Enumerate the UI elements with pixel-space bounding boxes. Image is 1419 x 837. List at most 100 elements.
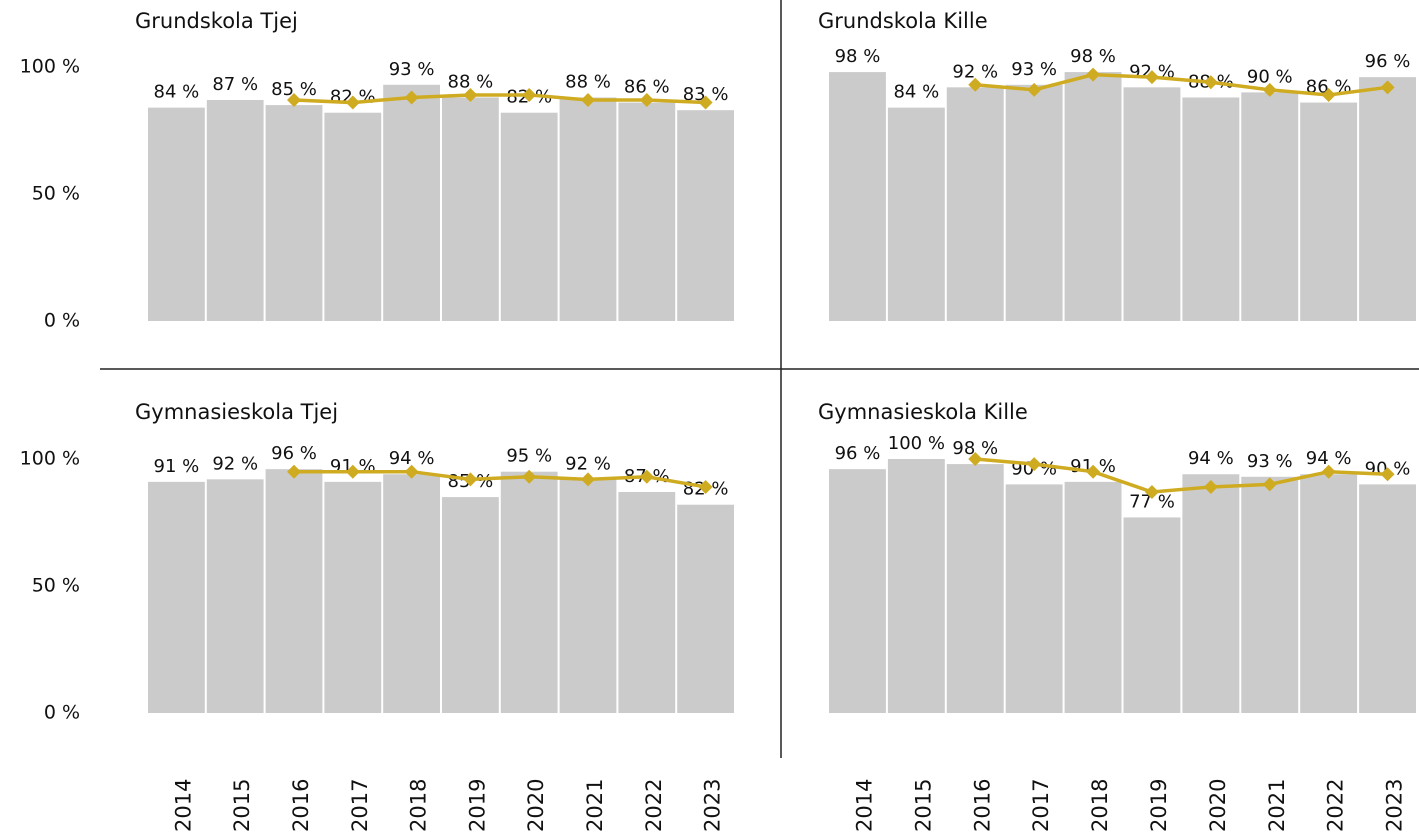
value-label: 92 %	[565, 453, 611, 474]
line-marker	[698, 479, 713, 494]
bar	[206, 100, 264, 322]
line-marker	[345, 464, 360, 479]
value-label: 93 %	[389, 59, 435, 80]
line-marker	[581, 472, 595, 487]
y-tick-label: 100 %	[20, 56, 80, 78]
line-marker	[1027, 457, 1042, 472]
x-tick-label: 2015	[230, 779, 254, 832]
x-tick-label: 2018	[1088, 779, 1112, 832]
panel-title: Gymnasieskola Tjej	[135, 400, 338, 424]
line	[293, 93, 706, 105]
line-marker	[345, 95, 360, 110]
line-marker	[463, 472, 478, 487]
value-label: 87 %	[212, 74, 258, 95]
value-label: 88 %	[448, 71, 494, 92]
bar	[618, 102, 676, 321]
bar	[1064, 72, 1122, 321]
value-label: 86 %	[624, 77, 670, 98]
x-tick-label: 2022	[642, 779, 666, 832]
line-marker	[287, 464, 301, 479]
x-tick-label: 2017	[1029, 779, 1053, 832]
line-marker	[522, 87, 537, 102]
x-tick-label: 2015	[911, 779, 935, 832]
bar	[1182, 474, 1240, 713]
x-tick-label: 2014	[852, 779, 876, 832]
value-label: 98 %	[835, 46, 881, 67]
bar	[500, 471, 558, 713]
value-label: 83 %	[683, 84, 729, 105]
y-tick-label: 50 %	[32, 575, 80, 597]
value-label: 92 %	[952, 61, 998, 82]
value-label: 96 %	[271, 443, 317, 464]
bar	[946, 87, 1004, 321]
bar	[887, 459, 945, 713]
line-marker	[581, 93, 595, 108]
bar	[442, 97, 499, 321]
line-marker	[1086, 464, 1101, 479]
bar	[829, 469, 886, 713]
bar	[1064, 481, 1122, 713]
bar	[559, 479, 617, 713]
value-label: 91 %	[154, 456, 200, 477]
line-marker	[463, 87, 478, 102]
bar	[887, 107, 945, 321]
line-marker	[1203, 479, 1218, 494]
bar	[677, 110, 734, 322]
line-marker	[1262, 477, 1277, 492]
bar	[946, 464, 1004, 713]
line-marker	[404, 464, 419, 479]
value-label: 94 %	[1306, 448, 1352, 469]
value-label: 77 %	[1129, 491, 1175, 512]
line-marker	[1144, 70, 1159, 85]
value-label: 98 %	[952, 438, 998, 459]
bar	[383, 474, 440, 713]
bar	[383, 84, 440, 321]
value-label: 93 %	[1011, 59, 1057, 80]
bar	[148, 107, 205, 321]
line-marker	[1027, 82, 1042, 97]
bar	[500, 112, 558, 321]
value-label: 93 %	[1247, 451, 1293, 472]
line-marker	[522, 469, 537, 484]
value-label: 94 %	[389, 448, 435, 469]
value-label: 100 %	[888, 433, 945, 454]
bar	[148, 481, 205, 713]
x-tick-label: 2021	[583, 779, 607, 832]
bar	[1241, 92, 1299, 322]
line	[975, 72, 1388, 97]
value-label: 96 %	[835, 443, 881, 464]
x-tick-label: 2020	[1206, 779, 1230, 832]
x-tick-label: 2016	[289, 779, 313, 832]
bar	[265, 469, 323, 713]
bar	[1182, 97, 1240, 321]
value-label: 88 %	[565, 71, 611, 92]
y-tick-label: 0 %	[44, 310, 80, 332]
line-marker	[698, 95, 713, 110]
value-label: 98 %	[1070, 46, 1116, 67]
bar	[677, 504, 734, 713]
y-tick-label: 0 %	[44, 702, 80, 724]
line-marker	[404, 90, 419, 105]
line-marker	[639, 93, 654, 108]
line	[975, 457, 1388, 494]
value-label: 85 %	[271, 79, 317, 100]
x-tick-label: 2018	[407, 779, 431, 832]
panel-title: Grundskola Kille	[818, 9, 988, 33]
bar	[1241, 476, 1299, 713]
bar	[618, 492, 676, 713]
bar	[1005, 84, 1063, 321]
x-tick-label: 2019	[465, 779, 489, 832]
line-marker	[1380, 80, 1395, 95]
line-marker	[639, 469, 654, 484]
x-tick-label: 2020	[524, 779, 548, 832]
line-marker	[1086, 67, 1101, 82]
value-label: 95 %	[506, 446, 552, 467]
value-label: 84 %	[154, 82, 200, 103]
line-marker	[1262, 82, 1277, 97]
line-marker	[1144, 485, 1159, 500]
value-label: 96 %	[1365, 51, 1411, 72]
x-tick-label: 2022	[1324, 779, 1348, 832]
bar	[829, 72, 886, 321]
